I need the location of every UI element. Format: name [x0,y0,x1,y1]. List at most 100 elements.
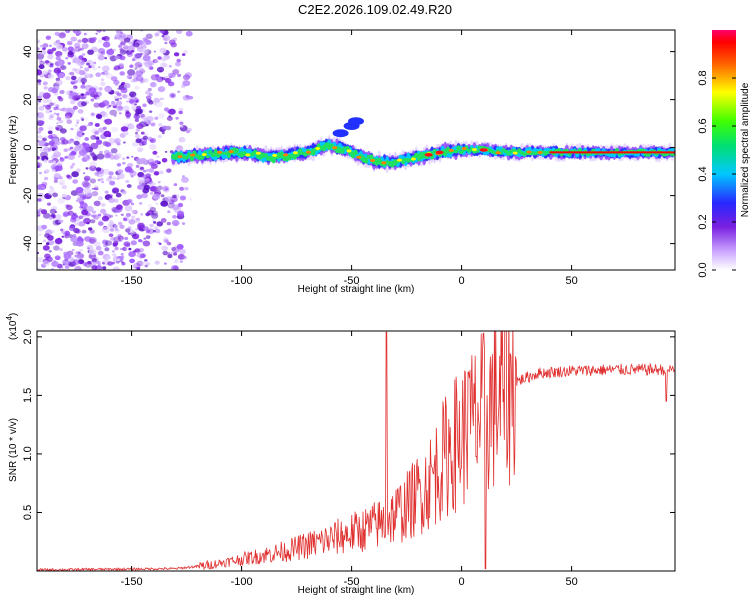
spectrum-noise-dot [101,239,109,245]
spectrum-noise-dot [67,234,73,238]
spectrum-noise-dot [67,154,75,160]
spectrum-noise-dot [141,260,150,267]
spectrum-noise-dot [37,39,41,44]
spectrum-noise-dot [123,131,129,136]
spectrum-noise-dot [90,64,95,69]
spectrum-noise-dot [89,161,98,168]
spectrum-noise-dot [58,97,64,102]
spectrum-noise-dot [78,48,81,51]
spectrum-bump [348,117,364,126]
spectrum-noise-dot [176,244,184,250]
spectrum-noise-dot [143,237,147,240]
spectrum-noise-dot [150,122,156,127]
spectrum-noise-dot [45,35,52,40]
spectrum-noise-dot [125,179,130,184]
spectrum-noise-dot [38,64,45,70]
spectrum-noise-dot [104,153,111,159]
spectrum-noise-dot [161,97,165,101]
spectrum-noise-dot [67,46,74,52]
spectrum-noise-dot [113,236,121,243]
spectrum-peak [369,159,375,162]
spectrum-noise-dot [101,65,110,72]
spectrum-noise-dot [70,151,77,156]
spectrum-noise-dot [166,110,169,113]
spectrum-noise-dot [140,213,143,216]
spectrum-noise-dot [45,242,50,246]
spectrum-noise-dot [127,226,132,230]
spectrum-noise-dot [106,49,115,56]
spectrum-noise-dot [111,250,115,253]
spectrum-noise-dot [120,41,126,46]
spectrum-noise-dot [167,252,171,254]
spectrum-noise-dot [40,209,48,215]
spectrum-noise-dot [118,112,122,115]
spectrum-noise-dot [96,153,105,160]
spectrum-noise-dot [79,261,83,265]
spectrum-peak [201,153,207,157]
spectrum-noise-dot [117,173,125,180]
spectrum-noise-dot [43,147,48,151]
spectrum-noise-dot [162,77,166,81]
spectrum-noise-dot [116,258,121,262]
spectrum-noise-dot [53,172,61,179]
spectrum-noise-dot [44,135,49,139]
spectrum-noise-dot [142,187,150,194]
spectrum-noise-dot [108,233,114,237]
spectrum-noise-dot [123,44,129,50]
spectrum-noise-dot [157,134,162,139]
spectrum-noise-dot [95,114,103,119]
spectrum-noise-dot [53,177,59,181]
spectrum-noise-dot [55,44,63,50]
snr-xtick-label: -100 [231,576,253,588]
spectrum-noise-dot [76,253,85,259]
spectrum-core-band [614,148,620,153]
spectrum-noise-dot [95,245,102,251]
spectrum-noise-dot [55,127,60,130]
spectrum-noise-dot [111,126,118,133]
spectrum-noise-dot [145,40,152,45]
spectrum-noise-dot [150,81,157,88]
spectrum-noise-dot [53,140,61,146]
spectrum-noise-dot [75,30,82,36]
spectrum-noise-dot [101,71,105,75]
spectrum-noise-dot [136,46,144,53]
spectrum-noise-dot [134,85,140,90]
spectrum-noise-dot [74,124,78,127]
spectrum-noise-dot [76,221,80,224]
spectrum-core-band [456,145,461,152]
spectrum-noise-dot [173,183,178,187]
spectrum-noise-dot [54,60,63,67]
spectrum-noise-dot [113,95,119,100]
spectrum-peak [411,157,416,161]
spectrum-noise-dot [137,224,145,231]
spectrum-noise-dot [37,115,45,122]
spectrum-noise-dot [88,65,92,69]
spectrum-noise-dot [48,216,53,220]
spectrum-noise-dot [119,55,126,61]
spectrum-noise-dot [120,126,129,132]
spectrum-noise-dot [126,51,133,58]
spectrum-noise-dot [55,79,63,86]
spectrum-peak [381,161,387,165]
spectrum-core-band [353,149,358,156]
snr-scale-label: (x104) [5,313,19,340]
spectrum-noise-dot [52,192,58,198]
spectrum-peak [255,151,261,155]
spectrum-noise-dot [61,193,67,198]
spectrum-noise-dot [128,247,132,251]
spectrum-noise-dot [61,235,65,238]
spectrum-noise-dot [102,212,108,217]
spectrum-noise-dot [123,241,131,247]
spectrum-noise-dot [38,106,45,111]
spectrum-peak [217,150,222,154]
spectrum-noise-dot [163,229,168,234]
spectrum-noise-dot [52,219,61,226]
spectrum-noise-dot [141,116,150,123]
spectrum-noise-dot [66,40,73,46]
spectrum-noise-dot [86,155,90,158]
spectrum-noise-dot [111,261,115,265]
spectrum-noise-dot [44,44,49,48]
spectrum-noise-dot [86,192,93,198]
spectrum-noise-dot [90,135,97,140]
spectrum-noise-dot [58,72,65,79]
